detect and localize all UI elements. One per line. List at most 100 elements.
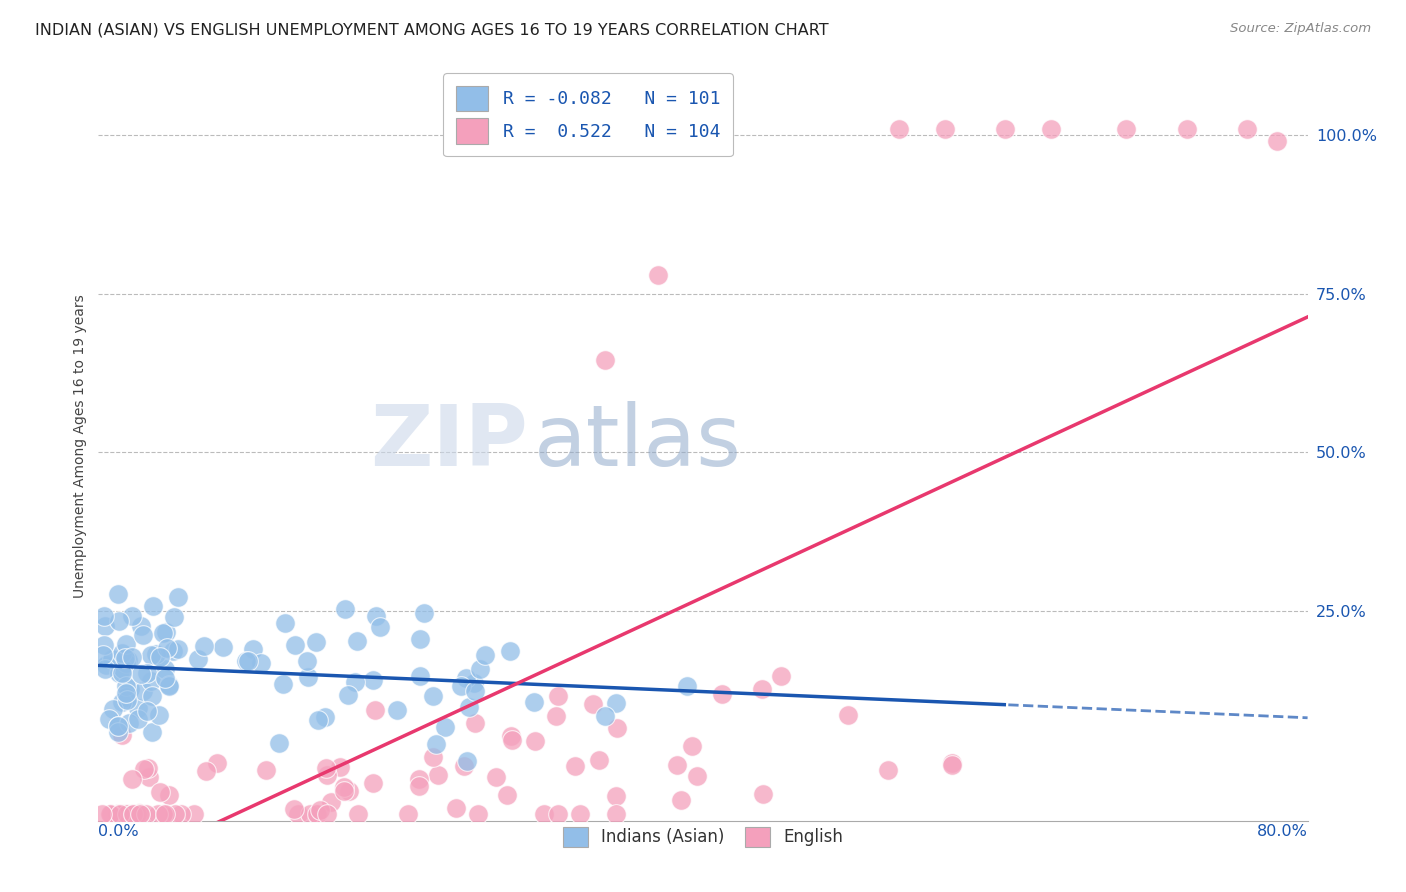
Point (121, 609, 143, 624)
Text: 80.0%: 80.0% (1257, 824, 1308, 838)
Text: atlas: atlas (534, 401, 742, 483)
Point (675, 679, 697, 693)
Point (149, 649, 172, 664)
Point (315, 761, 337, 775)
Point (129, 618, 152, 632)
Point (496, 788, 519, 802)
Point (274, 616, 297, 631)
Point (112, 662, 135, 676)
Point (90, 807, 112, 822)
Point (385, 703, 408, 717)
Point (114, 651, 136, 665)
Point (605, 696, 627, 710)
Point (157, 679, 180, 693)
Point (187, 651, 209, 665)
Point (364, 703, 387, 717)
Point (107, 719, 129, 733)
Point (422, 750, 444, 764)
Point (307, 807, 329, 822)
Point (131, 807, 153, 822)
Point (752, 787, 775, 801)
Point (111, 695, 134, 709)
Point (298, 807, 321, 822)
Point (934, 121, 956, 136)
Point (751, 681, 773, 696)
Point (152, 807, 174, 822)
Point (346, 633, 368, 648)
Point (152, 626, 174, 640)
Point (547, 807, 569, 822)
Point (127, 701, 149, 715)
Point (115, 637, 138, 651)
Point (467, 807, 489, 822)
Point (138, 761, 160, 775)
Text: 0.0%: 0.0% (98, 824, 139, 838)
Point (254, 763, 277, 777)
Point (361, 775, 384, 789)
Point (127, 712, 149, 726)
Point (117, 652, 139, 666)
Point (427, 768, 450, 782)
Point (157, 788, 180, 802)
Point (127, 807, 149, 822)
Point (647, 268, 669, 282)
Point (523, 695, 546, 709)
Point (101, 702, 124, 716)
Point (242, 642, 264, 657)
Y-axis label: Unemployment Among Ages 16 to 19 years: Unemployment Among Ages 16 to 19 years (73, 294, 87, 598)
Point (681, 739, 703, 753)
Point (304, 635, 326, 649)
Point (145, 647, 167, 661)
Point (93, 638, 115, 652)
Point (114, 690, 136, 704)
Point (112, 807, 135, 822)
Point (368, 620, 391, 634)
Point (837, 708, 859, 723)
Point (135, 704, 157, 718)
Point (271, 676, 294, 690)
Text: ZIP: ZIP (370, 401, 527, 483)
Point (129, 666, 152, 681)
Point (93, 618, 115, 632)
Point (121, 650, 143, 665)
Point (499, 729, 522, 743)
Point (593, 353, 616, 368)
Point (671, 793, 693, 807)
Point (588, 753, 610, 767)
Point (111, 646, 134, 660)
Point (115, 686, 138, 700)
Point (107, 807, 129, 822)
Point (153, 807, 176, 822)
Point (107, 724, 129, 739)
Point (1115, 121, 1137, 136)
Point (1175, 121, 1198, 136)
Point (146, 807, 169, 822)
Point (711, 687, 734, 701)
Point (453, 759, 475, 773)
Point (163, 610, 186, 624)
Point (314, 710, 336, 724)
Point (337, 784, 360, 798)
Point (155, 662, 177, 676)
Point (107, 587, 129, 601)
Point (235, 654, 257, 668)
Point (107, 719, 129, 733)
Point (141, 674, 163, 689)
Point (337, 688, 360, 702)
Point (366, 609, 388, 624)
Point (361, 673, 384, 688)
Point (110, 807, 132, 822)
Text: INDIAN (ASIAN) VS ENGLISH UNEMPLOYMENT AMONG AGES 16 TO 19 YEARS CORRELATION CHA: INDIAN (ASIAN) VS ENGLISH UNEMPLOYMENT A… (35, 22, 828, 37)
Point (183, 807, 205, 822)
Point (93, 608, 115, 623)
Point (111, 665, 134, 680)
Point (316, 807, 339, 822)
Point (333, 780, 356, 795)
Point (91, 648, 114, 662)
Point (877, 763, 900, 777)
Point (100, 807, 122, 822)
Point (569, 807, 592, 822)
Point (1267, 134, 1289, 148)
Point (1039, 121, 1062, 136)
Point (121, 807, 143, 822)
